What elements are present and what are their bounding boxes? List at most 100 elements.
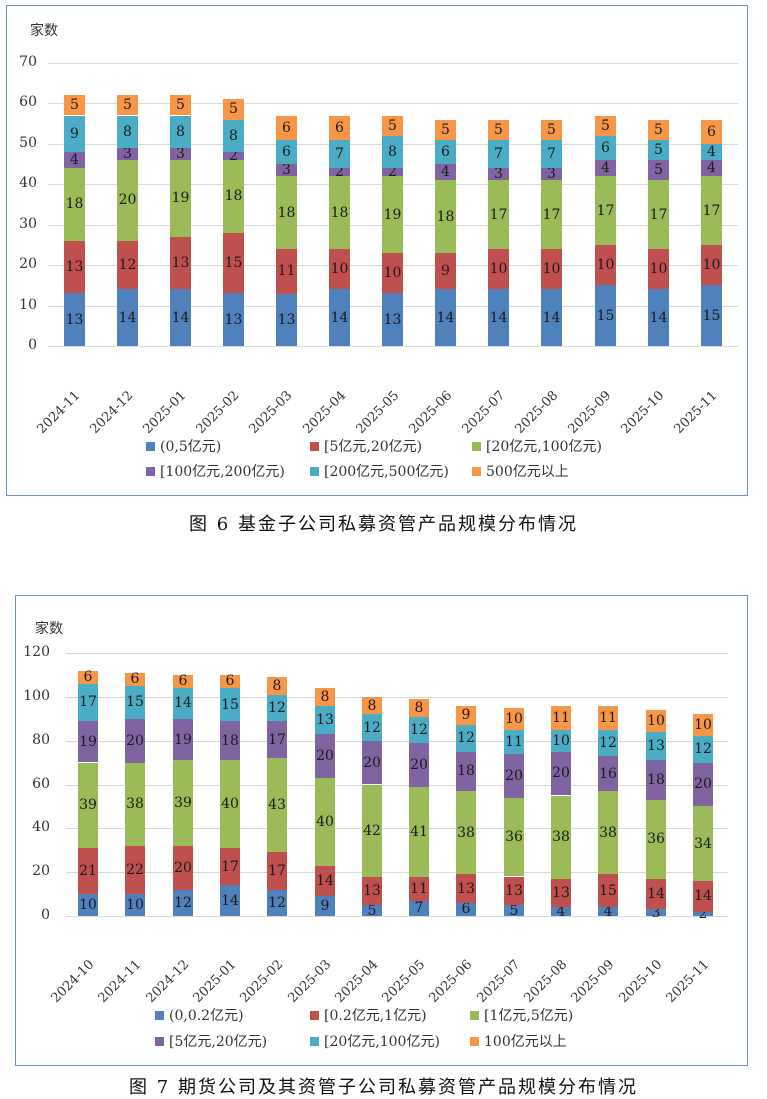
figure7-legend-item: [0.2亿元,1亿元) xyxy=(310,1005,427,1025)
figure6-bar-segment: 18 xyxy=(329,176,350,249)
figure7-bar-segment: 20 xyxy=(551,751,571,796)
figure6-bar-segment: 13 xyxy=(382,293,403,346)
figure6-bar-segment: 3 xyxy=(170,147,191,161)
legend-swatch-icon xyxy=(472,441,481,451)
figure6-bar-segment: 4 xyxy=(595,160,616,177)
figure6-gridline xyxy=(48,63,738,64)
figure6-bar-segment: 14 xyxy=(170,289,191,346)
legend-label: 500亿元以上 xyxy=(486,464,569,480)
figure7-bar-segment: 14 xyxy=(693,880,713,912)
figure6-legend-item: 500亿元以上 xyxy=(472,461,569,481)
figure6-bar-segment: 18 xyxy=(276,176,297,249)
figure7-bar-segment: 8 xyxy=(362,696,382,715)
figure6-bar-segment: 5 xyxy=(64,95,85,116)
figure6-bar-segment: 6 xyxy=(435,139,456,165)
figure6-bar-segment: 13 xyxy=(223,293,244,346)
figure7-y-tick: 100 xyxy=(23,688,50,704)
figure7-bar-segment: 10 xyxy=(504,707,524,730)
figure7-bar-segment: 9 xyxy=(456,705,476,726)
figure7-bar-segment: 19 xyxy=(78,720,98,763)
figure7-legend-item: [20亿元,100亿元) xyxy=(310,1031,440,1051)
figure7-bar-segment: 14 xyxy=(173,688,193,719)
figure6-bar-segment: 14 xyxy=(648,289,669,346)
figure7-gridline xyxy=(66,653,728,654)
figure6-y-tick: 50 xyxy=(19,135,37,151)
figure6-caption: 图 6 基金子公司私募资管产品规模分布情况 xyxy=(189,514,578,535)
figure7-bar-segment: 12 xyxy=(267,889,287,916)
figure6-bar-segment: 18 xyxy=(435,180,456,253)
figure6-bar-segment: 3 xyxy=(541,167,562,181)
figure7-bar-segment: 17 xyxy=(220,848,240,886)
figure7-bar-segment: 10 xyxy=(551,729,571,752)
figure6-bar-segment: 8 xyxy=(223,119,244,152)
figure7-bar-segment: 18 xyxy=(456,751,476,792)
figure7-bar-segment: 13 xyxy=(315,705,335,735)
figure6-bar-segment: 12 xyxy=(117,240,138,290)
figure7-bar-segment: 6 xyxy=(78,670,98,684)
figure6-bar-segment: 5 xyxy=(648,139,669,160)
figure7-gridline xyxy=(66,828,728,829)
figure7-gridline xyxy=(66,785,728,786)
figure6-y-axis-label: 家数 xyxy=(30,23,58,39)
figure7-bar-segment: 3 xyxy=(646,906,666,919)
figure7-bar-segment: 12 xyxy=(267,694,287,721)
figure6-bar-segment: 4 xyxy=(64,151,85,169)
figure6-bar-segment: 6 xyxy=(329,115,350,140)
figure7-bar-segment: 15 xyxy=(220,688,240,721)
figure7-bar-segment: 10 xyxy=(693,714,713,737)
figure7-bar-segment: 38 xyxy=(456,791,476,875)
figure7-bar-segment: 40 xyxy=(315,777,335,866)
figure7-bar-segment: 10 xyxy=(125,894,145,916)
figure6-legend-item: [200亿元,500亿元) xyxy=(310,461,449,481)
figure7-y-tick: 120 xyxy=(23,644,50,660)
figure6-bar-segment: 2 xyxy=(329,165,350,179)
figure6-bar-segment: 10 xyxy=(701,244,722,286)
figure6-bar-segment: 7 xyxy=(329,139,350,169)
figure7-legend-item: [5亿元,20亿元) xyxy=(155,1031,267,1051)
legend-label: [200亿元,500亿元) xyxy=(324,464,449,480)
figure6-bar-segment: 5 xyxy=(435,119,456,140)
legend-label: [5亿元,20亿元) xyxy=(169,1034,268,1050)
figure7-caption: 图 7 期货公司及其资管子公司私募资管产品规模分布情况 xyxy=(129,1077,638,1098)
figure6-bar-segment: 8 xyxy=(382,135,403,169)
legend-swatch-icon xyxy=(470,1010,479,1020)
figure7-bar-segment: 5 xyxy=(504,904,524,918)
figure7-y-tick: 80 xyxy=(32,732,50,748)
figure6-bar-segment: 15 xyxy=(595,285,616,346)
figure6-y-tick: 20 xyxy=(19,256,37,272)
figure6-bar-segment: 2 xyxy=(382,165,403,179)
figure7-bar-segment: 6 xyxy=(456,902,476,917)
figure6-bar-segment: 17 xyxy=(595,176,616,245)
figure7-bar-segment: 7 xyxy=(409,900,429,916)
figure7-bar-segment: 11 xyxy=(551,705,571,730)
legend-swatch-icon xyxy=(155,1010,164,1020)
figure6-gridline xyxy=(48,346,738,347)
figure6-bar-segment: 13 xyxy=(170,236,191,290)
figure7-bar-segment: 6 xyxy=(173,674,193,689)
figure7-bar-segment: 18 xyxy=(646,760,666,800)
figure7-bar-segment: 20 xyxy=(315,734,335,778)
figure6-bar-segment: 10 xyxy=(595,244,616,286)
figure6-bar-segment: 17 xyxy=(541,180,562,249)
figure7-bar-segment: 14 xyxy=(220,885,240,916)
figure7-bar-segment: 15 xyxy=(125,685,145,719)
figure7-bar-segment: 13 xyxy=(362,876,382,905)
figure7-y-tick: 40 xyxy=(32,819,50,835)
figure6-bar-segment: 6 xyxy=(276,139,297,165)
figure6-bar-segment: 17 xyxy=(701,176,722,245)
figure7-bar-segment: 43 xyxy=(267,758,287,853)
figure6-bar-segment: 14 xyxy=(541,289,562,346)
figure7-bar-segment: 6 xyxy=(220,674,240,689)
figure7-bar-segment: 9 xyxy=(315,896,335,916)
figure6-bar-segment: 10 xyxy=(382,253,403,294)
figure7-y-tick: 60 xyxy=(32,776,50,792)
figure6-bar-segment: 18 xyxy=(64,168,85,241)
figure6-bar-segment: 17 xyxy=(488,180,509,249)
figure6-bar-segment: 9 xyxy=(64,115,85,152)
figure7-bar-segment: 42 xyxy=(362,784,382,877)
figure6-legend-item: [5亿元,20亿元) xyxy=(310,436,422,456)
legend-label: [20亿元,100亿元) xyxy=(324,1034,440,1050)
figure7-legend-item: 100亿元以上 xyxy=(470,1031,567,1051)
figure7-bar-segment: 2 xyxy=(693,906,713,921)
figure6-bar-segment: 6 xyxy=(276,115,297,140)
